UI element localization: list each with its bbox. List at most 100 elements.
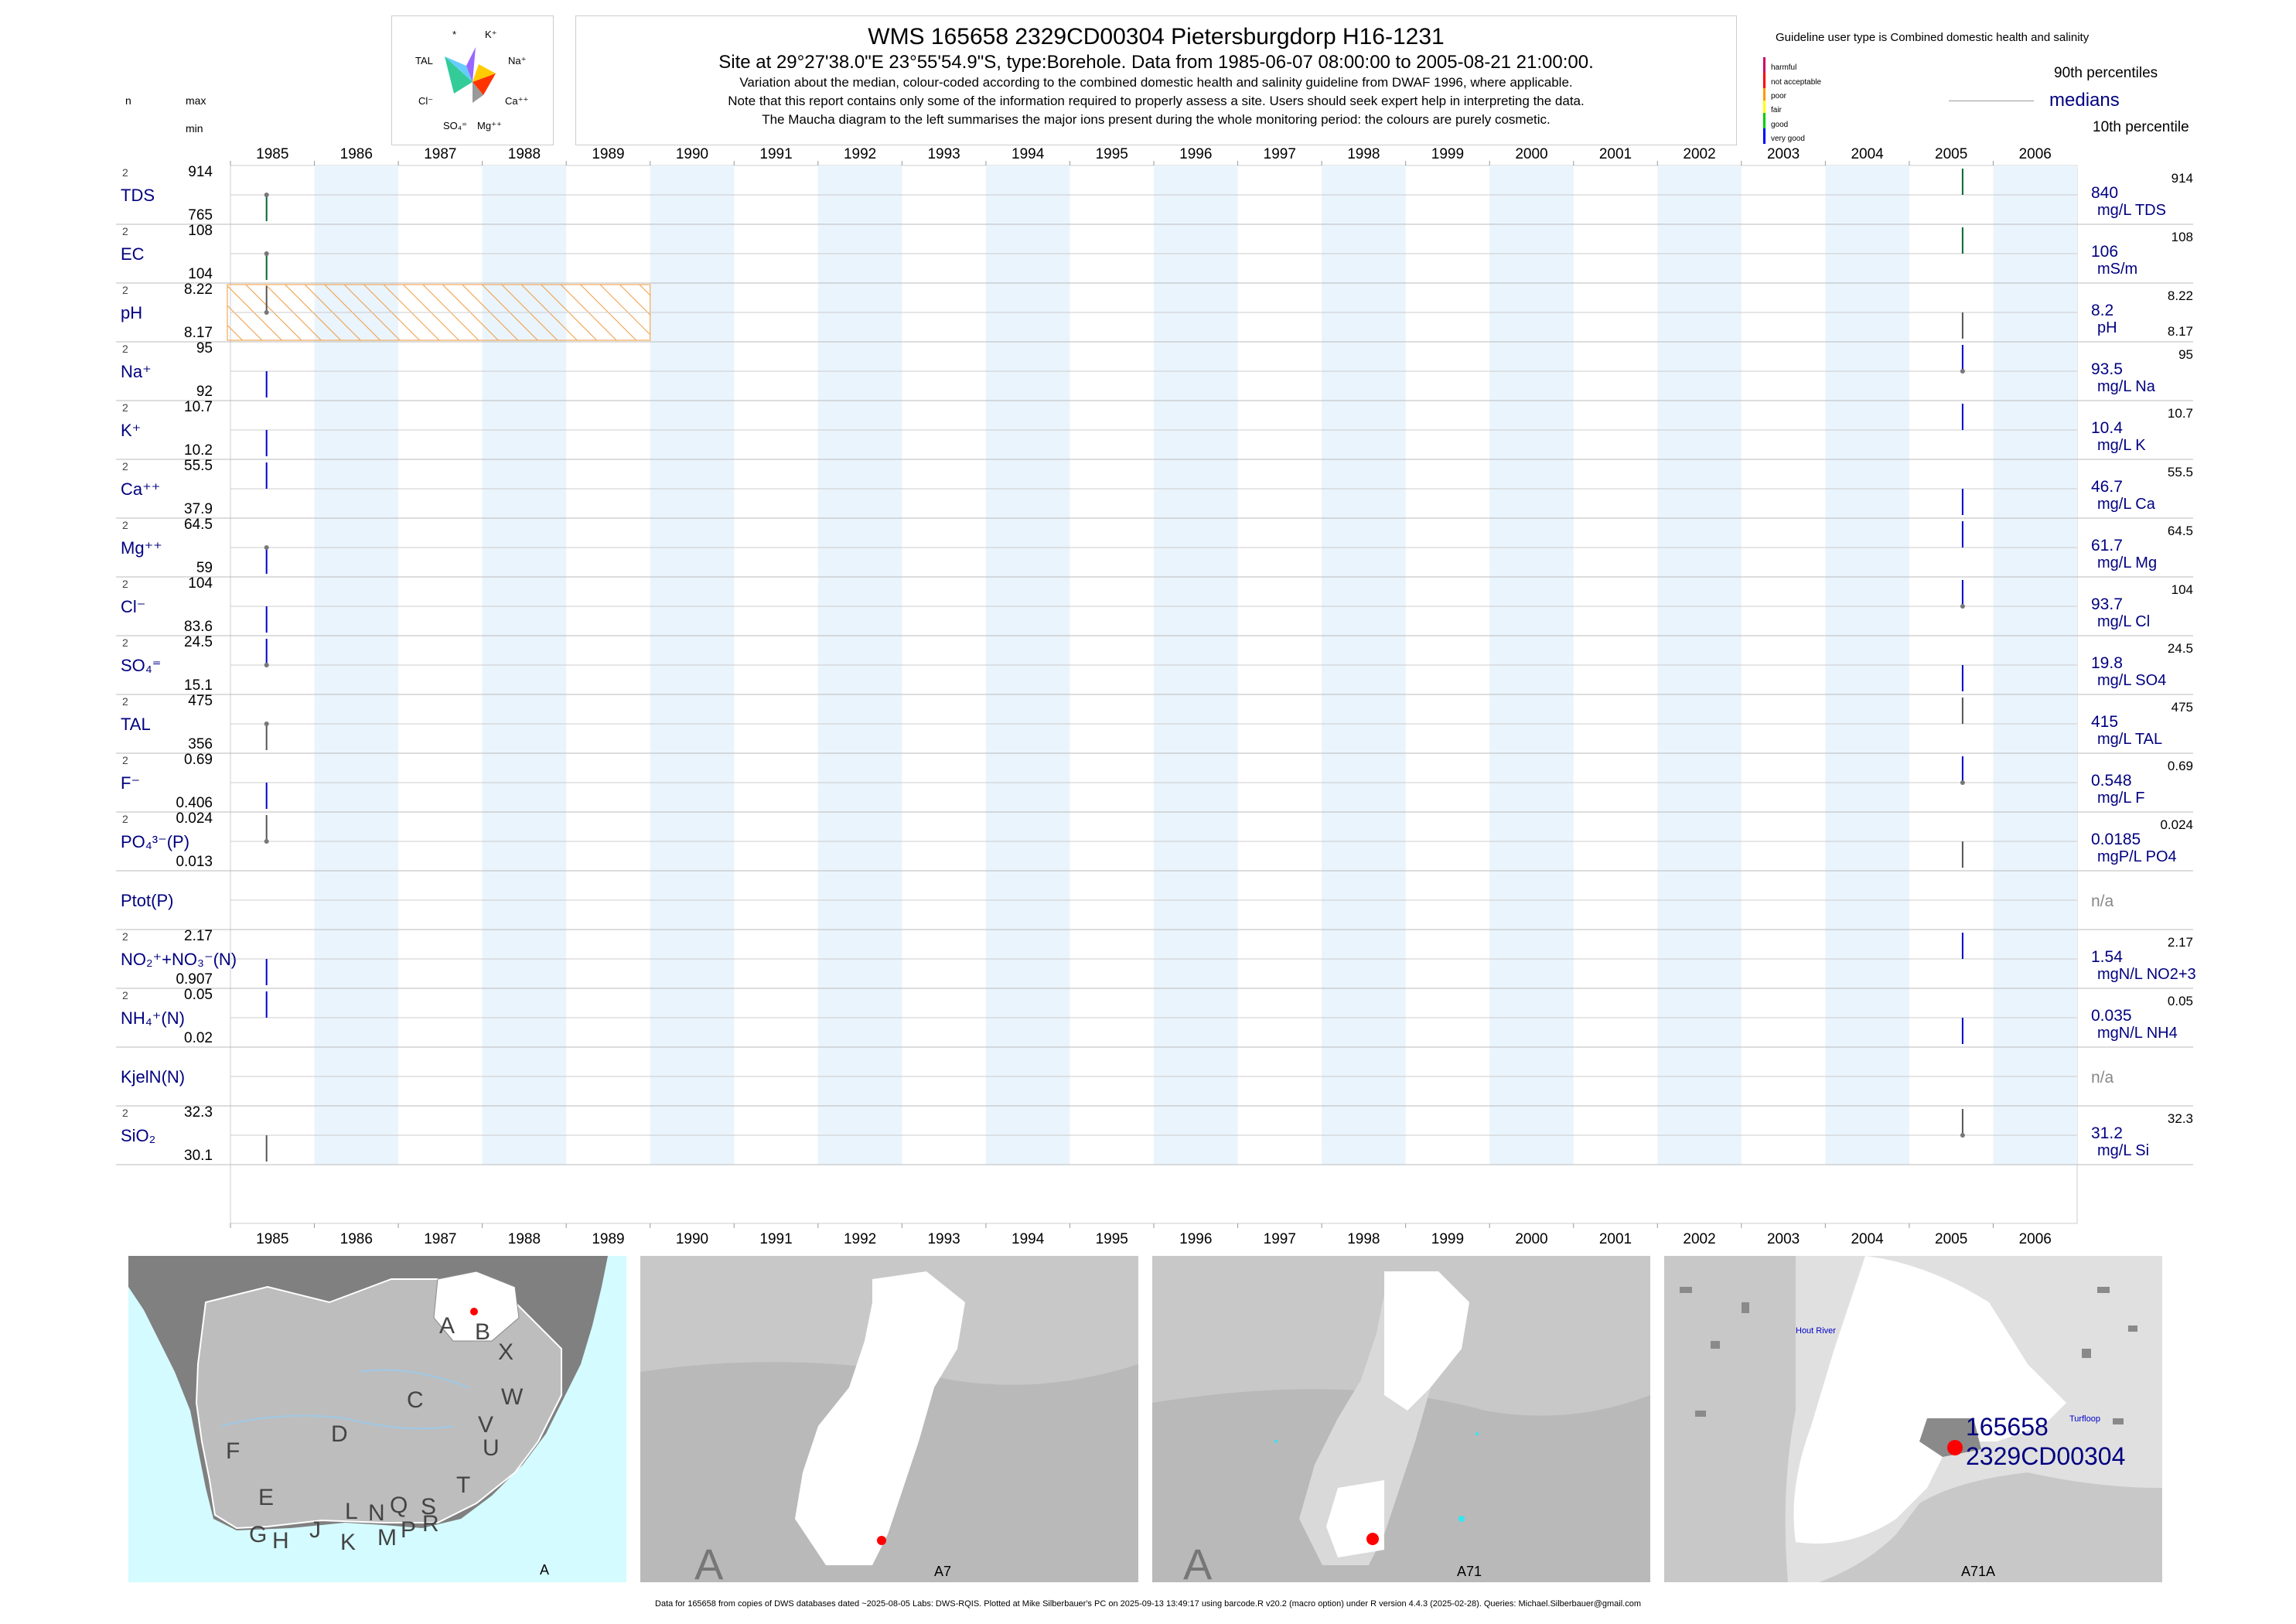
x-tick-label-top: 2006: [2019, 146, 2052, 162]
maucha-label: *: [452, 29, 456, 40]
row-n: 2: [122, 578, 128, 590]
map-region-letter: X: [498, 1339, 513, 1365]
row-max: 10.7: [184, 399, 213, 415]
map-site-id: 165658: [1966, 1413, 2049, 1441]
row-n: 2: [122, 754, 128, 766]
median-marker: [264, 193, 269, 197]
x-tick-label-bottom: 2005: [1935, 1231, 1967, 1247]
row-variable-name: KjelN(N): [121, 1067, 185, 1087]
x-tick-label-top: 1991: [759, 146, 792, 162]
legend-p90: 90th percentiles: [2054, 65, 2158, 81]
maucha-label: K⁺: [485, 29, 497, 40]
row-unit: mgN/L NH4: [2097, 1025, 2178, 1042]
median-marker: [264, 251, 269, 256]
row-max: 104: [188, 575, 213, 592]
legend-level: fair: [1771, 106, 1783, 114]
legend-level: not acceptable: [1771, 78, 1821, 87]
maucha-label: SO₄⁼: [443, 120, 467, 131]
row-variable-name: F⁻: [121, 773, 140, 793]
row-variable-name: SiO₂: [121, 1126, 155, 1145]
maucha-label: TAL: [415, 55, 433, 67]
row-n: 2: [122, 225, 128, 237]
row-rmax: 95: [2178, 347, 2193, 362]
map-panel-a71: A A71: [1152, 1256, 1650, 1582]
row-median: 93.7: [2091, 595, 2123, 613]
row-n: 2: [122, 1107, 128, 1119]
row-variable-name: NO₂⁺+NO₃⁻(N): [121, 950, 237, 969]
map-region-letter: S: [421, 1494, 436, 1520]
row-variable-name: Mg⁺⁺: [121, 538, 162, 558]
map-place-label: Hout River: [1796, 1326, 1836, 1336]
row-median: 840: [2091, 184, 2118, 202]
map-region-letter: T: [456, 1472, 470, 1498]
map-region-letter: M: [377, 1525, 397, 1551]
legend-level: harmful: [1771, 63, 1796, 72]
row-min: 356: [188, 736, 213, 752]
map-region-letter: G: [249, 1522, 267, 1547]
x-tick-label-top: 1990: [676, 146, 708, 162]
x-tick-label-top: 1988: [508, 146, 541, 162]
row-median: 8.2: [2091, 302, 2113, 319]
x-tick-label-top: 2005: [1935, 146, 1967, 162]
row-median: n/a: [2091, 892, 2114, 910]
row-min: 10.2: [184, 442, 213, 459]
x-tick-label-bottom: 2006: [2019, 1231, 2052, 1247]
row-min: 0.013: [176, 854, 213, 870]
x-tick-label-top: 2000: [1515, 146, 1547, 162]
row-median: 0.548: [2091, 772, 2132, 790]
row-median: 93.5: [2091, 360, 2123, 378]
map-region-letter: C: [407, 1387, 424, 1413]
x-tick-label-top: 2004: [1851, 146, 1884, 162]
row-n: 2: [122, 930, 128, 943]
row-n: 2: [122, 989, 128, 1001]
x-tick-label-bottom: 1992: [844, 1231, 876, 1247]
median-marker: [1960, 369, 1965, 374]
legend-level: very good: [1771, 135, 1805, 143]
row-n: 2: [122, 460, 128, 473]
row-n: 2: [122, 695, 128, 708]
row-rmax: 104: [2171, 582, 2193, 597]
x-tick-label-bottom: 2003: [1767, 1231, 1800, 1247]
row-min: 83.6: [184, 619, 213, 635]
row-min: 37.9: [184, 501, 213, 517]
row-median: 1.54: [2091, 948, 2123, 966]
x-tick-label-bottom: 1989: [592, 1231, 624, 1247]
row-max: 0.05: [184, 987, 213, 1003]
map-region-letter: P: [401, 1517, 416, 1543]
map-site-code: 2329CD00304: [1966, 1442, 2125, 1470]
row-variable-name: pH: [121, 303, 142, 322]
row-max: 32.3: [184, 1104, 213, 1121]
row-median: 106: [2091, 243, 2118, 261]
x-tick-label-top: 1995: [1096, 146, 1128, 162]
row-unit: mgN/L NO2+3: [2097, 966, 2196, 983]
legend-level: poor: [1771, 92, 1787, 101]
map-region-letter: E: [258, 1485, 274, 1510]
row-unit: mg/L Na: [2097, 378, 2156, 395]
row-median: 0.035: [2091, 1007, 2132, 1025]
row-min: 765: [188, 207, 213, 223]
map-panel-a7: A A7: [640, 1256, 1138, 1582]
row-n: 2: [122, 636, 128, 649]
row-rmax: 64.5: [2168, 524, 2193, 538]
row-max: 475: [188, 693, 213, 709]
x-tick-label-bottom: 1996: [1179, 1231, 1212, 1247]
row-variable-name: SO₄⁼: [121, 656, 161, 675]
legend-p10: 10th percentile: [2093, 119, 2189, 135]
map-region-letter: B: [475, 1319, 490, 1345]
map-label: A71: [1457, 1564, 1482, 1579]
map-region-letter: F: [226, 1438, 240, 1464]
row-max: 8.22: [184, 281, 213, 298]
maucha-label: Ca⁺⁺: [505, 95, 528, 107]
row-unit: mg/L TDS: [2097, 202, 2166, 219]
guideline-legend: harmful not acceptable poor fair good ve…: [1763, 57, 1821, 144]
row-unit: mg/L Mg: [2097, 554, 2157, 571]
row-rmax: 0.024: [2160, 817, 2193, 832]
row-n: 2: [122, 813, 128, 825]
map-place-label: Turfloop: [2069, 1414, 2100, 1424]
row-min: 0.907: [176, 971, 213, 988]
row-variable-name: TAL: [121, 715, 151, 734]
x-tick-label-bottom: 2004: [1851, 1231, 1884, 1247]
row-min: 0.02: [184, 1030, 213, 1046]
median-marker: [264, 310, 269, 315]
page-title: WMS 165658 2329CD00304 Pietersburgdorp H…: [868, 24, 1445, 49]
